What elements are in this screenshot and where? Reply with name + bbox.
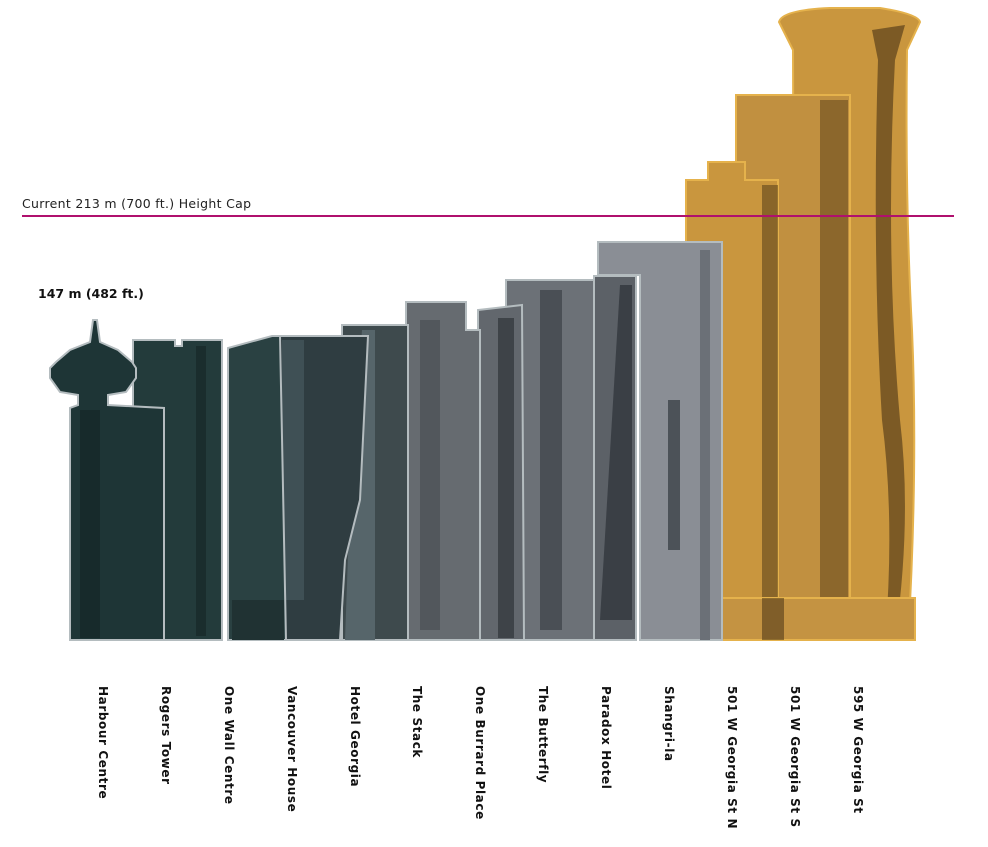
tower-501-south-shade (820, 100, 848, 640)
stack-shade (420, 320, 440, 630)
rogers-shade (196, 346, 206, 636)
tower-501-north-shade (762, 185, 778, 640)
label-501-w-georgia-st-n: 501 W Georgia St N (725, 686, 739, 830)
wall-centre-shade (232, 600, 284, 640)
label-harbour-centre: Harbour Centre (96, 686, 110, 800)
label-the-butterfly: The Butterfly (536, 686, 550, 784)
label-the-stack: The Stack (410, 686, 424, 759)
label-shangri-la: Shangri-la (662, 686, 676, 762)
existing-towers (49, 241, 723, 641)
label-one-wall-centre: One Wall Centre (222, 686, 236, 805)
shangri-la-edge (700, 250, 710, 640)
shangri-la-slot (668, 400, 680, 550)
label-rogers-tower: Rogers Tower (159, 686, 173, 785)
butterfly-shade (540, 290, 562, 630)
label-595-w-georgia-st: 595 W Georgia St (851, 686, 865, 814)
reference-height-label: 147 m (482 ft.) (38, 286, 144, 301)
podium-shade (762, 598, 784, 640)
paradox-wedge (600, 285, 632, 620)
podium-proposed (719, 597, 916, 641)
tower-shangri-la (597, 241, 723, 641)
vancouver-house-texture (282, 340, 304, 600)
label-paradox-hotel: Paradox Hotel (599, 686, 613, 790)
tower-595-shade (872, 25, 905, 640)
tower-the-stack (405, 301, 481, 641)
label-one-burrard-place: One Burrard Place (473, 686, 487, 820)
height-cap-label: Current 213 m (700 ft.) Height Cap (22, 196, 252, 211)
label-501-w-georgia-st-s: 501 W Georgia St S (788, 686, 802, 828)
tower-one-wall-centre (227, 335, 288, 641)
harbour-centre-shade (80, 410, 100, 638)
label-hotel-georgia: Hotel Georgia (348, 686, 362, 788)
tower-harbour-centre (49, 319, 165, 641)
label-vancouver-house: Vancouver House (285, 686, 299, 813)
burrard-shade (498, 318, 514, 638)
